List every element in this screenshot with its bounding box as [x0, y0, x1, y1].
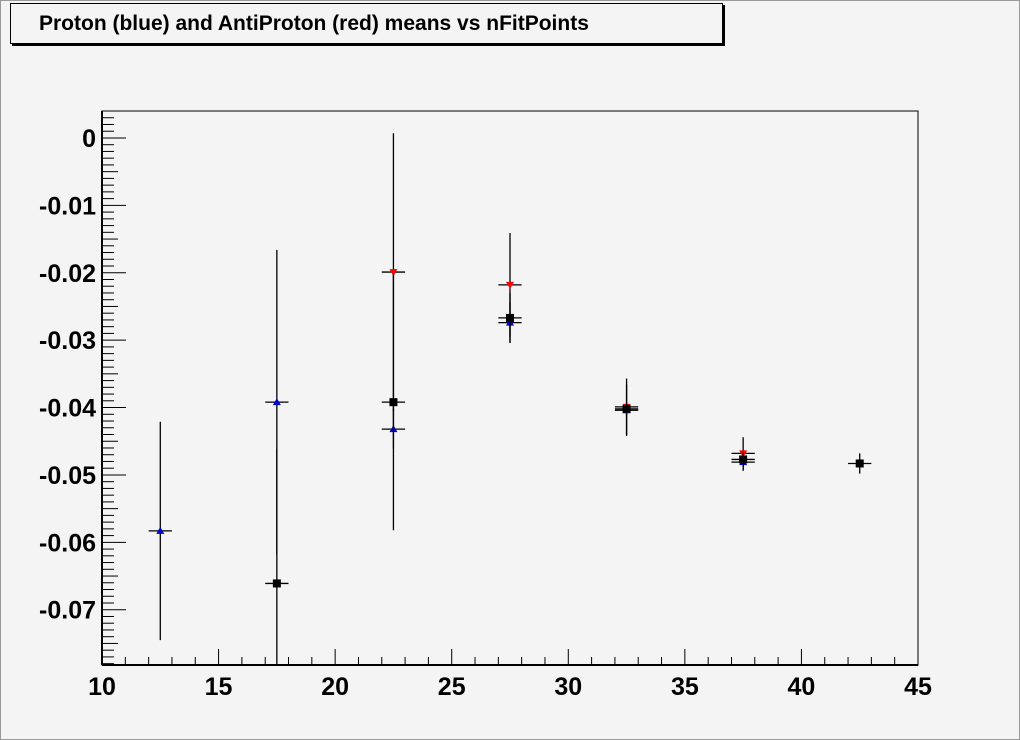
triangle-down-marker	[506, 281, 514, 289]
data-point	[731, 452, 755, 467]
x-tick-label: 25	[438, 673, 466, 701]
x-tick-label: 45	[904, 673, 932, 701]
y-tick-label: -0.06	[39, 529, 96, 557]
x-tick-label: 35	[671, 673, 699, 701]
x-tick-label: 30	[554, 673, 582, 701]
x-tick-label: 15	[205, 673, 233, 701]
square-marker	[272, 579, 281, 588]
square-marker	[739, 455, 748, 464]
y-tick-label: -0.07	[39, 597, 96, 625]
y-tick-label: -0.02	[39, 260, 96, 288]
x-tick-label: 20	[321, 673, 349, 701]
data-point	[614, 402, 639, 416]
triangle-up-marker	[156, 526, 165, 534]
data-point	[265, 448, 289, 665]
y-tick-label: 0	[82, 125, 96, 153]
square-marker	[389, 398, 398, 407]
y-tick-label: -0.05	[39, 462, 96, 490]
square-marker	[622, 404, 631, 413]
y-tick-label: -0.01	[39, 192, 96, 220]
y-tick-label: -0.03	[39, 327, 96, 355]
square-marker	[506, 313, 514, 322]
triangle-up-marker	[272, 398, 281, 406]
data-point	[498, 292, 522, 343]
chart-title: Proton (blue) and AntiProton (red) means…	[10, 3, 723, 44]
y-tick-label: -0.04	[39, 395, 96, 423]
data-point	[381, 274, 406, 531]
x-tick-label: 10	[88, 673, 116, 701]
data-point	[848, 453, 872, 474]
triangle-down-marker	[389, 269, 398, 277]
x-tick-label: 40	[788, 673, 816, 701]
data-point	[148, 421, 172, 641]
square-marker	[855, 459, 864, 468]
plot-frame	[101, 110, 919, 666]
